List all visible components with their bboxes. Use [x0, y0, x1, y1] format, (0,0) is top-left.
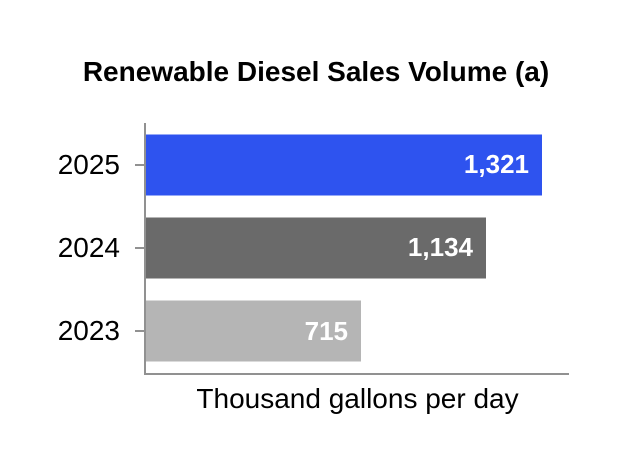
- plot-area: 2025 1,321 2024 1,134 2023 715: [58, 123, 569, 375]
- axis-tick: [135, 246, 144, 249]
- axis-tick: [135, 163, 144, 166]
- y-axis-line: [144, 123, 146, 375]
- category-label-2025: 2025: [57, 148, 120, 180]
- bar-value-label: 1,134: [407, 232, 473, 263]
- bar-row: 2024 1,134: [58, 206, 569, 289]
- bar-2023: 715: [146, 300, 361, 362]
- category-label-2024: 2024: [57, 231, 120, 263]
- x-axis-label: Thousand gallons per day: [196, 383, 519, 414]
- category-label-2023: 2023: [57, 315, 120, 347]
- x-axis-line: [144, 373, 569, 375]
- bar-value-label: 715: [304, 315, 348, 346]
- axis-tick: [135, 330, 144, 333]
- bar-2025: 1,321: [146, 134, 542, 196]
- chart-title: Renewable Diesel Sales Volume (a): [82, 56, 550, 87]
- bar-2024: 1,134: [146, 217, 486, 279]
- bar-row: 2023 715: [58, 290, 569, 373]
- bar-row: 2025 1,321: [58, 123, 569, 206]
- bar-value-label: 1,321: [463, 149, 529, 180]
